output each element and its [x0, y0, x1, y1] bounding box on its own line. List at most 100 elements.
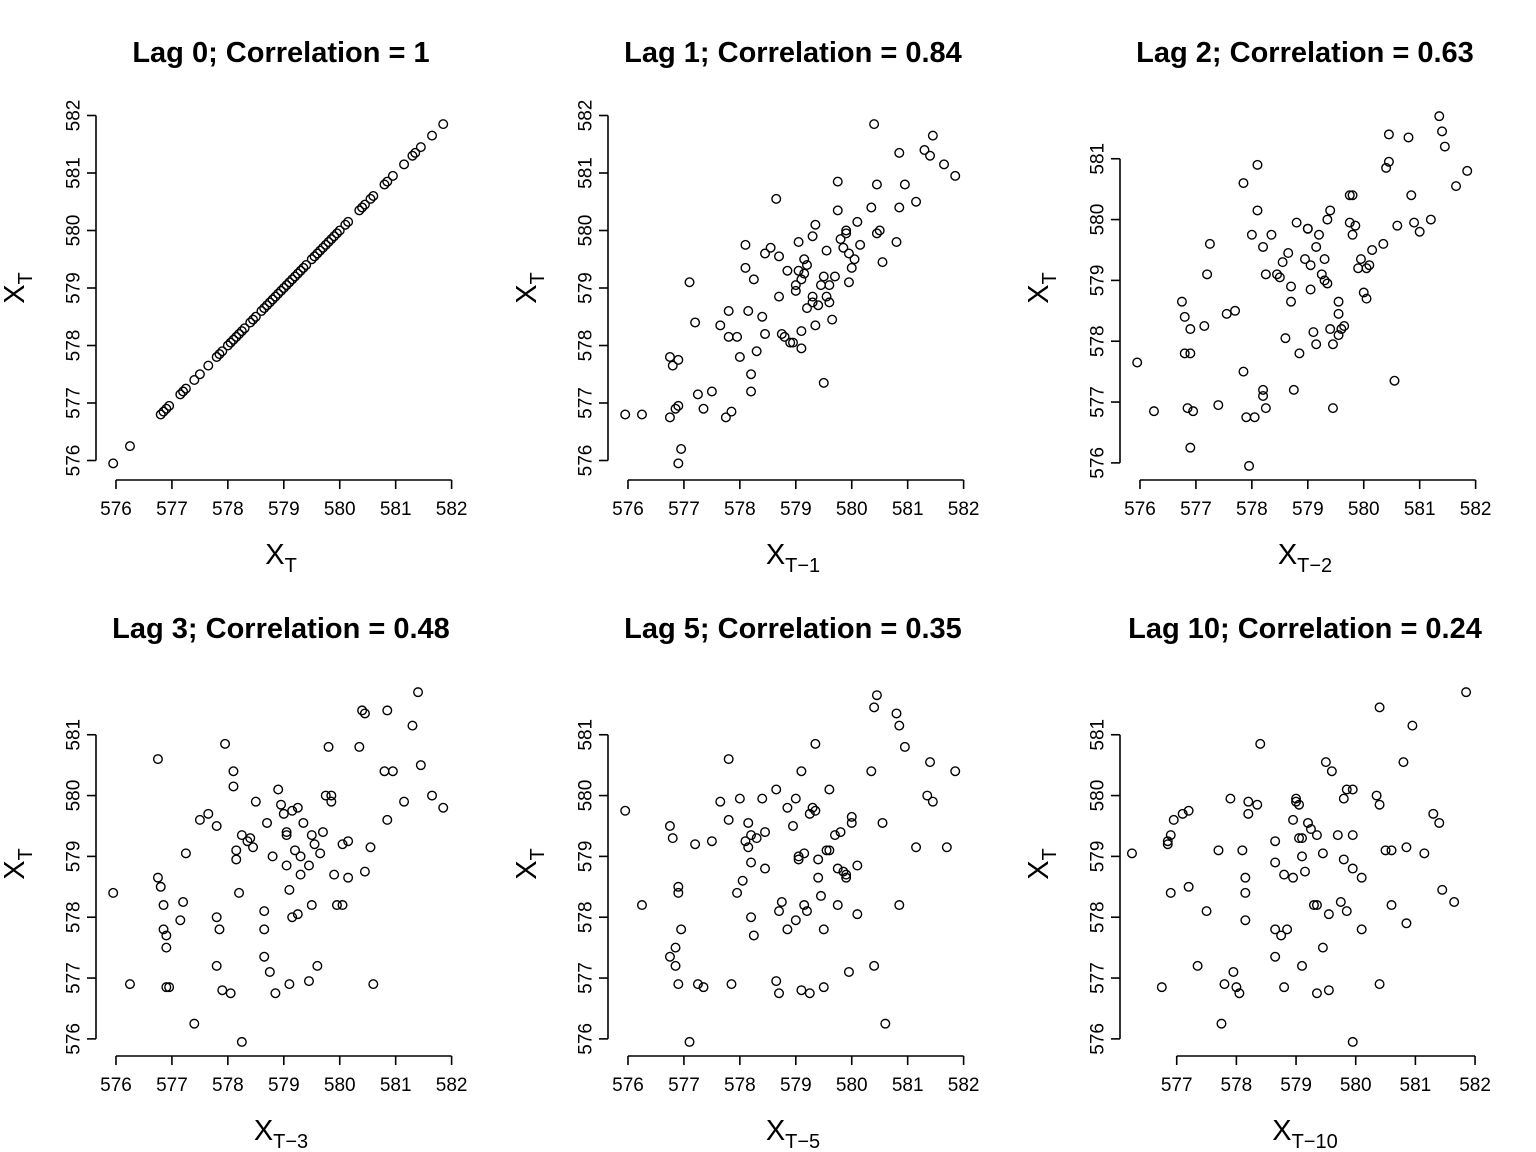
data-point — [161, 403, 172, 414]
x-tick-label: 578 — [1236, 499, 1268, 520]
data-point — [1183, 881, 1194, 892]
y-tick-label: 582 — [64, 100, 85, 132]
data-point — [1286, 281, 1297, 292]
data-point — [818, 377, 829, 388]
data-point — [1297, 960, 1308, 971]
y-tick-label: 576 — [1088, 447, 1109, 479]
y-tick-label: 582 — [576, 100, 597, 132]
data-point — [1132, 357, 1143, 368]
data-point — [1228, 966, 1239, 977]
data-point — [891, 708, 902, 719]
data-point — [1162, 839, 1173, 850]
data-point — [382, 705, 393, 716]
data-point — [746, 912, 757, 923]
data-point — [1425, 214, 1436, 225]
data-point — [1333, 330, 1344, 341]
data-point — [1255, 738, 1266, 749]
data-point — [760, 827, 771, 838]
data-point — [1325, 205, 1336, 216]
data-point — [824, 297, 835, 308]
data-point — [796, 985, 807, 996]
x-tick-label: 577 — [668, 1075, 700, 1096]
data-point — [273, 784, 284, 795]
data-point — [664, 951, 675, 962]
data-point — [925, 150, 936, 161]
data-point — [1299, 866, 1310, 877]
y-tick-label: 580 — [64, 780, 85, 812]
data-point — [1386, 900, 1397, 911]
data-point — [1252, 205, 1263, 216]
data-point — [788, 337, 799, 348]
data-point — [746, 857, 757, 868]
data-point — [295, 869, 306, 880]
data-point — [1374, 799, 1385, 810]
data-point — [871, 179, 882, 190]
data-point — [1234, 988, 1245, 999]
x-axis-label-main: X — [1272, 1115, 1291, 1147]
data-point — [220, 738, 231, 749]
chart-panel-6: Lag 10; Correlation = 0.24 577 578 579 580 58… — [1023, 613, 1491, 1152]
data-point — [334, 225, 345, 236]
data-point — [410, 147, 421, 158]
data-point — [278, 283, 289, 294]
data-point — [1305, 260, 1316, 271]
y-tick-label: 578 — [576, 330, 597, 362]
data-point — [1213, 400, 1224, 411]
data-point — [1258, 384, 1269, 395]
data-point — [1361, 293, 1372, 304]
y-tick-label: 576 — [1088, 1023, 1109, 1055]
data-point — [1347, 1036, 1358, 1047]
data-point — [1344, 217, 1355, 228]
x-tick-label: 582 — [1460, 499, 1492, 520]
chart-title: Lag 5; Correlation = 0.35 — [624, 613, 962, 645]
data-point — [1270, 924, 1281, 935]
data-point — [1380, 845, 1391, 856]
x-axis-label-main: X — [265, 539, 284, 571]
data-point — [438, 119, 449, 130]
data-point — [407, 150, 418, 161]
data-point — [203, 360, 214, 371]
data-point — [927, 130, 938, 141]
data-point — [278, 808, 289, 819]
data-point — [164, 400, 175, 411]
chart-title: Lag 2; Correlation = 0.63 — [1136, 37, 1474, 69]
y-axis-label-main: X — [1023, 860, 1055, 879]
data-point — [158, 406, 169, 417]
data-point — [757, 793, 768, 804]
data-point — [1288, 814, 1299, 825]
data-point — [1389, 375, 1400, 386]
data-point — [813, 854, 824, 865]
data-point — [927, 796, 938, 807]
data-point — [670, 942, 681, 953]
x-tick-label: 578 — [212, 499, 244, 520]
x-axis-label: XT−5 — [766, 1115, 820, 1152]
data-point — [1240, 872, 1251, 883]
data-point — [824, 280, 835, 291]
x-tick-label: 577 — [1180, 499, 1212, 520]
data-point — [706, 386, 717, 397]
x-axis-label-subscript: T−10 — [1292, 1131, 1338, 1152]
data-point — [1308, 900, 1319, 911]
data-point — [1221, 308, 1232, 319]
data-point — [922, 790, 933, 801]
data-point — [343, 872, 354, 883]
data-point — [824, 845, 835, 856]
data-point — [790, 285, 801, 296]
x-tick-label: 580 — [1348, 499, 1380, 520]
data-point — [231, 854, 242, 865]
data-point — [1419, 848, 1430, 859]
data-point — [337, 900, 348, 911]
data-point — [1347, 863, 1358, 874]
data-point — [1176, 296, 1187, 307]
y-tick-label: 581 — [1088, 143, 1109, 175]
y-tick-label: 579 — [1088, 265, 1109, 297]
data-point — [1216, 1018, 1227, 1029]
data-point — [765, 242, 776, 253]
data-point — [782, 924, 793, 935]
data-point — [771, 784, 782, 795]
data-point — [189, 375, 200, 386]
data-point — [810, 219, 821, 230]
data-point — [217, 346, 228, 357]
data-point — [790, 793, 801, 804]
y-tick-label: 577 — [1088, 386, 1109, 418]
